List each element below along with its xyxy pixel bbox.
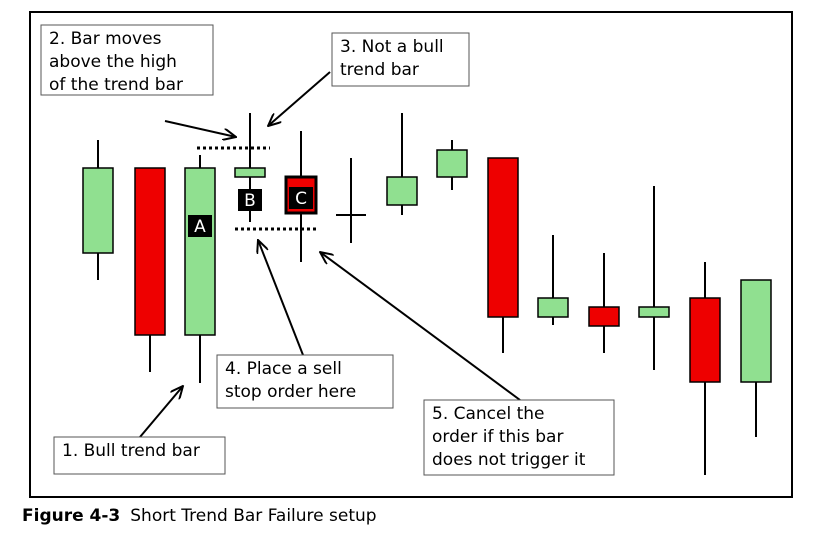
bar-label-box [238, 189, 262, 211]
bar-label: B [244, 191, 256, 211]
note-box [331, 32, 470, 87]
caption-title: Short Trend Bar Failure setup [130, 506, 376, 526]
candle-body [386, 176, 418, 206]
note-text: 4. Place a sell [225, 359, 342, 379]
arrow [258, 240, 304, 356]
note-text: 2. Bar moves [49, 29, 162, 49]
note-text: of the trend bar [49, 75, 183, 95]
candle-body [537, 297, 569, 318]
arrow [320, 252, 521, 401]
note-text: above the high [49, 52, 177, 72]
note-text: stop order here [225, 382, 356, 402]
candle-body [740, 279, 772, 383]
bar-label: A [194, 217, 206, 237]
bar-label-box [188, 215, 212, 237]
caption: Figure 4-3 Short Trend Bar Failure setup [22, 506, 377, 526]
candle-body [134, 167, 166, 336]
annotations: 2. Bar moves above the high of the trend b… [40, 24, 615, 476]
candle-body [638, 306, 670, 318]
note-text: 5. Cancel the [432, 404, 545, 424]
note-text: trend bar [340, 60, 419, 80]
bar-label: C [295, 189, 307, 209]
note-text: does not trigger it [432, 450, 586, 470]
candle-body [689, 297, 721, 383]
note-box [423, 399, 615, 476]
note-box [40, 24, 214, 96]
note-box [216, 354, 394, 409]
caption-number: Figure 4-3 [22, 506, 120, 526]
candle-body [234, 167, 266, 178]
candle-body [436, 149, 468, 178]
note-box [53, 436, 226, 475]
arrow [164, 120, 236, 137]
note-text: 1. Bull trend bar [62, 441, 200, 461]
candle-body [82, 167, 114, 254]
candle-body [588, 306, 620, 327]
note-text: order if this bar [432, 427, 563, 447]
bar-label-box [289, 187, 313, 209]
candle-body [487, 157, 519, 318]
candles: A B C [82, 113, 772, 475]
candle-body [184, 167, 216, 336]
arrow [139, 386, 183, 438]
note-text: 3. Not a bull [340, 37, 444, 57]
arrow [268, 71, 331, 126]
